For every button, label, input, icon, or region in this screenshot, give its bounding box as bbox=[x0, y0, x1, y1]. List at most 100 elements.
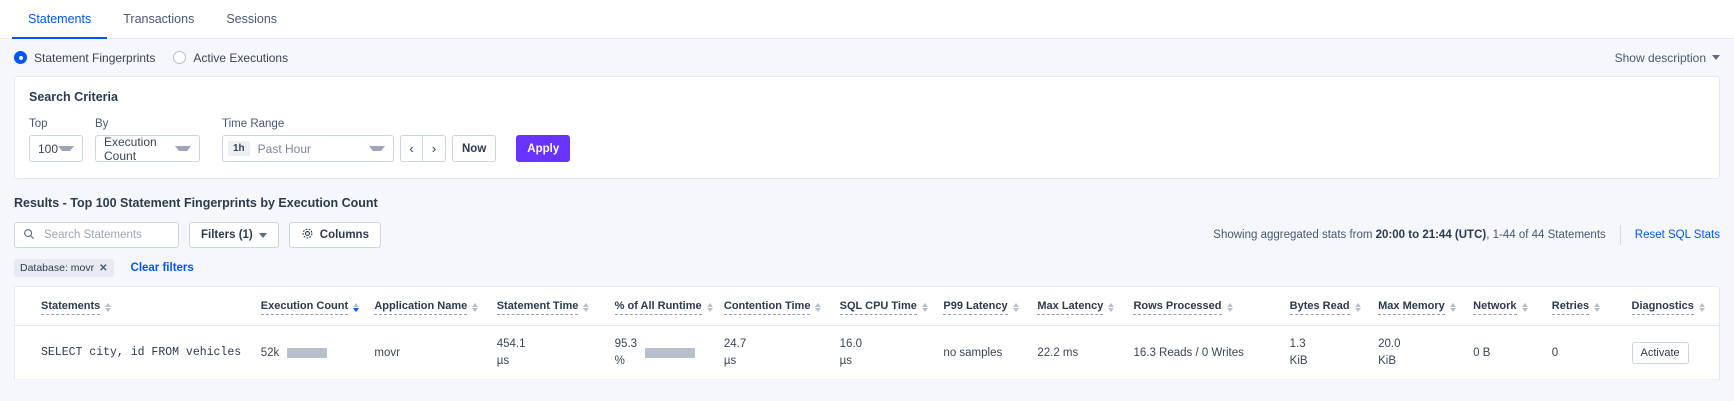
column-header-max-latency[interactable]: Max Latency bbox=[1037, 287, 1134, 326]
column-header-diagnostics[interactable]: Diagnostics bbox=[1631, 287, 1719, 326]
column-header-p99-latency[interactable]: P99 Latency bbox=[943, 287, 1038, 326]
cell-retries: 0 bbox=[1551, 325, 1632, 381]
column-label: % of All Runtime bbox=[614, 300, 702, 315]
sort-toggle-icon[interactable] bbox=[1226, 303, 1233, 315]
chevron-left-icon: ‹ bbox=[409, 141, 414, 156]
cell-diagnostics: Activate bbox=[1631, 325, 1719, 381]
sort-toggle-icon[interactable] bbox=[105, 303, 112, 315]
time-range-select[interactable]: 1h Past Hour bbox=[222, 135, 394, 162]
cell-sql-cpu-time: 16.0 µs bbox=[839, 325, 944, 381]
column-header-execution-count[interactable]: Execution Count bbox=[260, 287, 375, 326]
column-label: Bytes Read bbox=[1289, 300, 1350, 315]
tab-statements-label: Statements bbox=[28, 12, 92, 26]
column-label: Execution Count bbox=[260, 300, 349, 315]
columns-button[interactable]: Columns bbox=[288, 222, 381, 248]
column-header-bytes-read[interactable]: Bytes Read bbox=[1289, 287, 1379, 326]
column-header-application-name[interactable]: Application Name bbox=[374, 287, 497, 326]
tab-transactions-label: Transactions bbox=[123, 12, 195, 26]
time-range-field: Time Range 1h Past Hour ‹ › Now bbox=[222, 118, 571, 162]
column-header-network[interactable]: Network bbox=[1473, 287, 1552, 326]
statement-time-unit: µs bbox=[496, 354, 510, 367]
bytes-read-unit: KiB bbox=[1289, 354, 1308, 367]
statements-table-container: Statements Execution Count Application N… bbox=[14, 286, 1720, 381]
sort-toggle-icon[interactable] bbox=[472, 303, 479, 315]
radio-active-executions[interactable]: Active Executions bbox=[173, 51, 288, 65]
sort-toggle-icon[interactable] bbox=[1698, 303, 1705, 315]
top-select-value: 100 bbox=[38, 141, 59, 156]
apply-button[interactable]: Apply bbox=[516, 135, 571, 162]
contention-time-unit: µs bbox=[723, 354, 737, 367]
cell-statement: SELECT city, id FROM vehicles bbox=[15, 325, 261, 381]
search-criteria-fields: Top 100 By Execution Count Time Range 1h… bbox=[29, 118, 1705, 163]
divider bbox=[1619, 225, 1621, 245]
search-input[interactable] bbox=[42, 228, 170, 242]
sort-toggle-icon[interactable] bbox=[1521, 303, 1528, 315]
cell-application-name: movr bbox=[374, 325, 497, 381]
column-header-rows-processed[interactable]: Rows Processed bbox=[1133, 287, 1290, 326]
activate-diagnostics-button[interactable]: Activate bbox=[1631, 341, 1689, 364]
table-row[interactable]: SELECT city, id FROM vehicles 52k movr 4… bbox=[15, 325, 1719, 381]
aggregated-stats-text: Showing aggregated stats from 20:00 to 2… bbox=[1213, 229, 1605, 241]
by-select[interactable]: Execution Count bbox=[95, 135, 200, 163]
radio-selected-icon bbox=[14, 51, 27, 64]
cell-statement-time: 454.1 µs bbox=[496, 325, 615, 381]
filters-button[interactable]: Filters (1) bbox=[189, 222, 279, 248]
sort-toggle-icon[interactable] bbox=[1012, 303, 1019, 315]
filter-chip-database[interactable]: Database: movr ✕ bbox=[14, 259, 114, 277]
tab-statements[interactable]: Statements bbox=[12, 0, 108, 39]
time-next-button[interactable]: › bbox=[423, 135, 446, 162]
filter-chip-label: Database: movr bbox=[20, 262, 95, 274]
cell-max-memory: 20.0 KiB bbox=[1378, 325, 1474, 381]
cell-p99-latency: no samples bbox=[943, 325, 1038, 381]
sort-toggle-icon[interactable] bbox=[1449, 303, 1456, 315]
table-header: Statements Execution Count Application N… bbox=[15, 287, 1719, 326]
tab-transactions[interactable]: Transactions bbox=[107, 0, 210, 38]
column-header-retries[interactable]: Retries bbox=[1551, 287, 1632, 326]
close-icon[interactable]: ✕ bbox=[99, 262, 108, 274]
results-toolbar: Filters (1) Columns Showing aggregated s… bbox=[0, 210, 1734, 248]
sort-toggle-icon[interactable] bbox=[706, 303, 713, 315]
clear-filters-link[interactable]: Clear filters bbox=[130, 262, 194, 274]
show-description-label: Show description bbox=[1614, 50, 1706, 65]
top-select[interactable]: 100 bbox=[29, 135, 83, 162]
column-header-contention-time[interactable]: Contention Time bbox=[723, 287, 840, 326]
sort-toggle-icon[interactable] bbox=[921, 303, 928, 315]
column-header-statements[interactable]: Statements bbox=[15, 287, 261, 326]
by-field-label: By bbox=[95, 118, 109, 130]
time-prev-button[interactable]: ‹ bbox=[400, 135, 423, 162]
sql-cpu-time-unit: µs bbox=[839, 354, 853, 367]
column-label: Rows Processed bbox=[1133, 300, 1222, 315]
column-header-sql-cpu-time[interactable]: SQL CPU Time bbox=[839, 287, 944, 326]
cell-contention-time: 24.7 µs bbox=[723, 325, 840, 381]
radio-statement-fingerprints[interactable]: Statement Fingerprints bbox=[14, 51, 155, 65]
radio-statement-fingerprints-label: Statement Fingerprints bbox=[34, 50, 156, 65]
sort-toggle-icon[interactable] bbox=[1354, 303, 1361, 315]
execution-count-bar bbox=[287, 347, 328, 358]
sort-toggle-icon[interactable] bbox=[815, 303, 822, 315]
chevron-down-icon bbox=[258, 232, 267, 238]
column-header-max-memory[interactable]: Max Memory bbox=[1378, 287, 1474, 326]
show-description-toggle[interactable]: Show description bbox=[1615, 51, 1720, 65]
reset-sql-stats-link[interactable]: Reset SQL Stats bbox=[1634, 229, 1720, 241]
statement-link[interactable]: SELECT city, id FROM vehicles bbox=[41, 346, 242, 360]
search-statements-box[interactable] bbox=[14, 222, 179, 248]
active-filters-row: Database: movr ✕ Clear filters bbox=[0, 248, 1734, 277]
tab-sessions[interactable]: Sessions bbox=[210, 0, 293, 38]
sort-toggle-icon[interactable] bbox=[353, 303, 360, 315]
column-header-pct-all-runtime[interactable]: % of All Runtime bbox=[614, 287, 724, 326]
filters-button-label: Filters (1) bbox=[201, 229, 253, 241]
sort-toggle-icon[interactable] bbox=[1594, 303, 1601, 315]
sort-toggle-icon[interactable] bbox=[583, 303, 590, 315]
column-label: Retries bbox=[1551, 300, 1590, 315]
statements-table: Statements Execution Count Application N… bbox=[15, 287, 1719, 381]
now-button[interactable]: Now bbox=[452, 135, 497, 162]
time-range-pill: 1h bbox=[228, 141, 250, 156]
column-label: Application Name bbox=[374, 300, 468, 315]
sort-toggle-icon[interactable] bbox=[1108, 303, 1115, 315]
pct-runtime-unit: % bbox=[614, 354, 625, 367]
apply-button-label: Apply bbox=[527, 142, 560, 155]
column-label: Max Memory bbox=[1378, 300, 1445, 315]
time-nav-buttons: ‹ › bbox=[400, 135, 446, 162]
column-header-statement-time[interactable]: Statement Time bbox=[496, 287, 615, 326]
stats-time-range: 20:00 to 21:44 (UTC) bbox=[1375, 229, 1487, 241]
